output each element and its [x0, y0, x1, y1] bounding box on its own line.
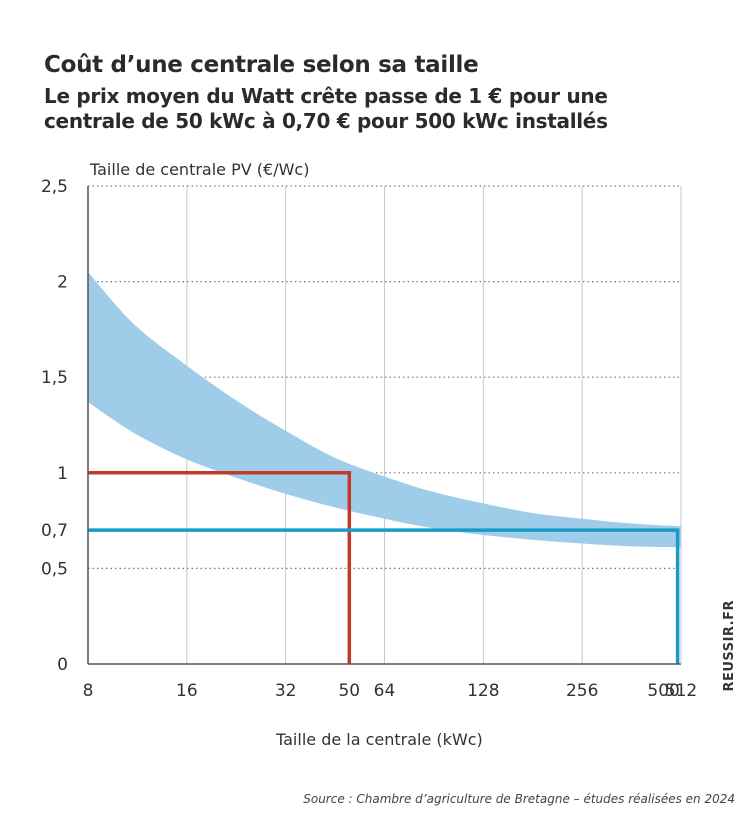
chart-subtitle: Le prix moyen du Watt crête passe de 1 €…: [44, 84, 608, 133]
x-tick-label: 16: [176, 681, 198, 701]
marker-y-label: 0,7: [41, 521, 68, 541]
x-tick-label: 256: [566, 681, 598, 701]
price-band: [88, 272, 681, 548]
x-axis-title: Taille de la centrale (kWc): [275, 730, 483, 749]
tick-labels: 0 0,5 1 1,5 2 2,5 0,7 8 16 32 64 128 256 512 50 500 Tail…: [41, 160, 697, 749]
y-tick-label: 0: [57, 655, 68, 675]
price-band-area: [88, 272, 681, 548]
y-tick-label: 1,5: [41, 368, 68, 388]
chart-title: Coût d’une centrale selon sa taille: [44, 52, 479, 78]
grid-lines: [88, 185, 681, 664]
marker-line-50: [88, 471, 352, 664]
y-tick-label: 2,5: [41, 177, 68, 197]
y-tick-label: 1: [57, 464, 68, 484]
watermark: REUSSIR.FR: [722, 600, 737, 692]
x-tick-label: 64: [374, 681, 396, 701]
x-tick-label: 128: [467, 681, 499, 701]
x-tick-label: 32: [275, 681, 297, 701]
marker-x-label: 500: [647, 681, 679, 701]
x-tick-label: 8: [83, 681, 94, 701]
y-axis-title: Taille de centrale PV (€/Wc): [89, 160, 309, 179]
source-note: Source : Chambre d’agriculture de Bretag…: [303, 792, 735, 806]
marker-lines: [88, 471, 680, 664]
marker-line-500: [88, 528, 680, 664]
y-tick-label: 0,5: [41, 559, 68, 579]
axes: [87, 186, 682, 665]
x-tick-label: 512: [665, 681, 697, 701]
marker-x-label: 50: [338, 681, 360, 701]
y-tick-label: 2: [57, 273, 68, 293]
